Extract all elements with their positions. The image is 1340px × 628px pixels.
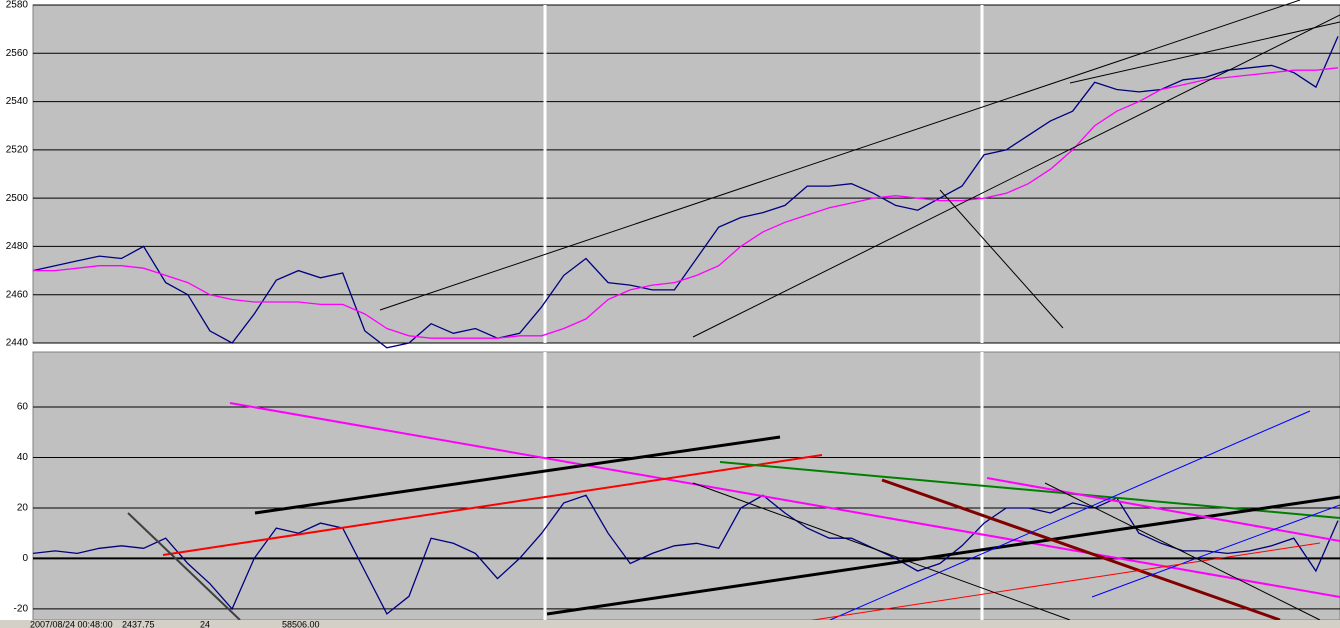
trend-line bbox=[1091, 504, 1340, 598]
trend-line bbox=[379, 0, 1301, 311]
trend-line bbox=[254, 435, 781, 515]
trend-line bbox=[799, 542, 1321, 623]
trend-lines bbox=[127, 0, 1340, 623]
y-tick-label: 2560 bbox=[6, 48, 29, 59]
panel: 2440 2460 2480 2500 2520 2540 2560 2580 bbox=[6, 0, 1340, 349]
y-tick-label: 20 bbox=[17, 503, 29, 514]
status-count: 24 bbox=[200, 619, 210, 628]
y-tick-label: 2540 bbox=[6, 96, 29, 107]
trend-line bbox=[692, 482, 1071, 621]
trend-line bbox=[986, 477, 1340, 542]
status-time: 2007/08/24 00:48:00 bbox=[30, 619, 113, 628]
trend-line bbox=[719, 461, 1340, 519]
series-line bbox=[32, 494, 1339, 615]
panels: 2440 2460 2480 2500 2520 2540 2560 2580 -20 0 20 40… bbox=[6, 0, 1340, 621]
trend-line bbox=[162, 454, 823, 556]
status-bar: 2007/08/24 00:48:00 2437.75 24 58506.00 bbox=[0, 619, 1340, 628]
trend-line bbox=[127, 512, 241, 621]
status-volume: 58506.00 bbox=[282, 619, 320, 628]
status-background bbox=[0, 620, 1340, 628]
trend-line bbox=[229, 402, 1340, 598]
y-tick-label: 60 bbox=[17, 402, 29, 413]
plot-area bbox=[32, 4, 1340, 344]
series-line bbox=[32, 36, 1339, 349]
trend-line bbox=[829, 410, 1311, 621]
trend-line bbox=[692, 14, 1340, 338]
y-tick-label: 2580 bbox=[6, 0, 29, 11]
y-tick-label: 0 bbox=[22, 553, 28, 564]
y-tick-label: 2520 bbox=[6, 144, 29, 155]
y-tick-label: 2460 bbox=[6, 289, 29, 300]
status-price: 2437.75 bbox=[122, 619, 155, 628]
y-tick-label: 2500 bbox=[6, 193, 29, 204]
trend-line bbox=[939, 189, 1064, 329]
y-tick-label: 2440 bbox=[6, 338, 29, 349]
panel: -20 0 20 40 60 bbox=[14, 351, 1340, 621]
plot-area bbox=[32, 351, 1340, 621]
series-line bbox=[33, 67, 1339, 339]
y-tick-label: 40 bbox=[17, 452, 29, 463]
y-tick-label: -20 bbox=[14, 604, 29, 615]
trend-line bbox=[881, 478, 1281, 622]
trend-line bbox=[1044, 482, 1321, 621]
y-tick-label: 2480 bbox=[6, 241, 29, 252]
trend-line bbox=[1069, 21, 1340, 84]
